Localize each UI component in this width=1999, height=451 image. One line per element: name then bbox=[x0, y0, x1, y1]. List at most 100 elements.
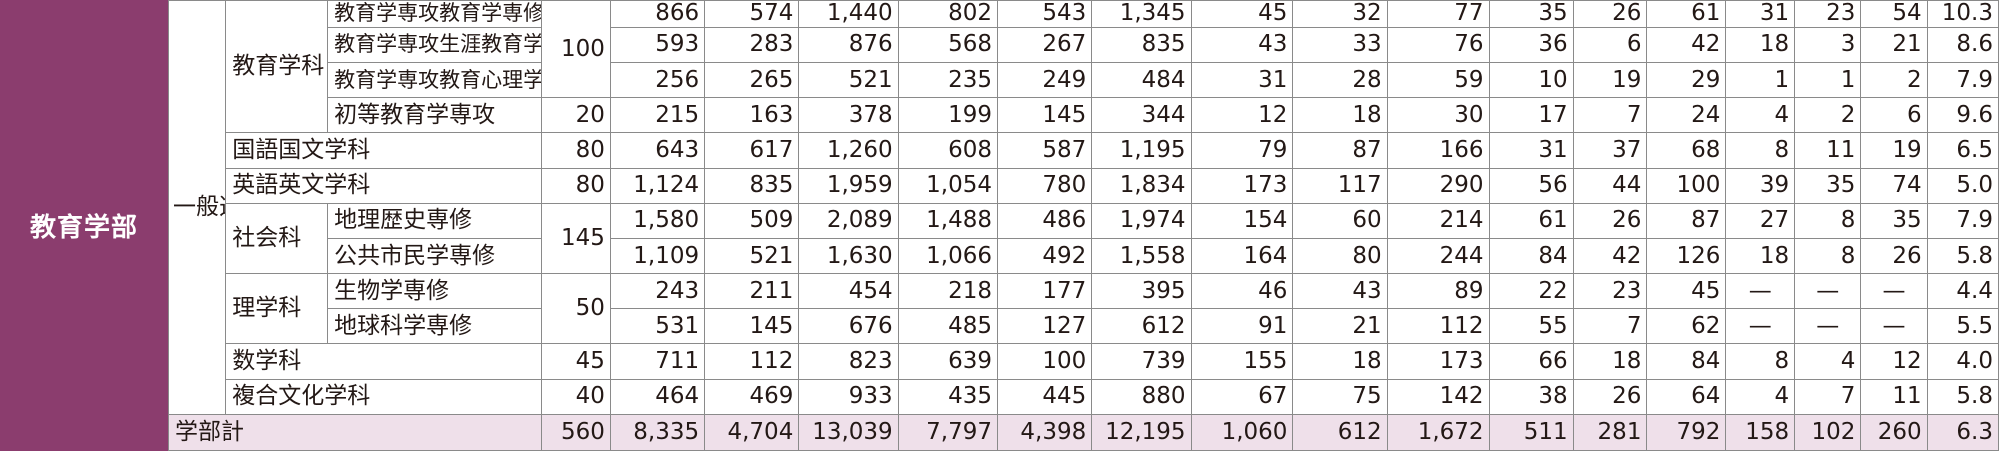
cell: 5.5 bbox=[1926, 308, 1999, 345]
total-capacity: 560 bbox=[541, 413, 611, 451]
cell: 23 bbox=[1794, 0, 1862, 28]
dept-name: 複合文化学科 bbox=[225, 378, 543, 415]
cell: 1,054 bbox=[897, 167, 999, 204]
cell: 933 bbox=[798, 378, 899, 415]
total-cell: 12,195 bbox=[1091, 413, 1192, 451]
total-cell: 281 bbox=[1572, 413, 1648, 451]
cell: 164 bbox=[1190, 237, 1294, 275]
cell: 608 bbox=[897, 132, 999, 169]
cell: 4 bbox=[1725, 378, 1796, 415]
cell: 126 bbox=[1646, 237, 1727, 275]
cell: 4 bbox=[1794, 343, 1862, 380]
cell: — bbox=[1794, 273, 1862, 310]
total-cell: 792 bbox=[1646, 413, 1727, 451]
cell: 521 bbox=[798, 62, 899, 99]
cell: 211 bbox=[704, 273, 800, 310]
cell: — bbox=[1860, 273, 1928, 310]
cell: 87 bbox=[1646, 202, 1727, 239]
cell: 19 bbox=[1860, 132, 1928, 169]
cell: 267 bbox=[996, 26, 1093, 64]
cell: 8 bbox=[1725, 132, 1796, 169]
capacity: 100 bbox=[541, 0, 611, 99]
cell: 780 bbox=[996, 167, 1093, 204]
cell: 8.6 bbox=[1926, 26, 1999, 64]
cell: 36 bbox=[1488, 26, 1574, 64]
cell: 68 bbox=[1646, 132, 1727, 169]
cell: 574 bbox=[704, 0, 800, 28]
cell: — bbox=[1725, 273, 1796, 310]
cell: 142 bbox=[1386, 378, 1490, 415]
cell: 4.4 bbox=[1926, 273, 1999, 310]
cell: 60 bbox=[1292, 202, 1388, 239]
cell: 45 bbox=[1190, 0, 1294, 28]
cell: 54 bbox=[1860, 0, 1928, 28]
cell: 283 bbox=[704, 26, 800, 64]
cell: 6.5 bbox=[1926, 132, 1999, 169]
table-row: 一般選抜 教育学科 教育学専攻教育学専修 100 866 574 1,440 8… bbox=[167, 0, 1999, 415]
cell: 1,834 bbox=[1091, 167, 1192, 204]
cell: 45 bbox=[1646, 273, 1727, 310]
table-row: 理学科 生物学専修 50 243 211 454 218 177 395 46 … bbox=[169, 273, 1999, 345]
cell: 1,959 bbox=[798, 167, 899, 204]
major-name: 地理歴史専修 bbox=[327, 202, 543, 239]
cell: 243 bbox=[609, 273, 706, 310]
cell: 1 bbox=[1794, 62, 1862, 99]
cell: 61 bbox=[1488, 202, 1574, 239]
cell: 89 bbox=[1386, 273, 1490, 310]
cell: 676 bbox=[798, 308, 899, 345]
cell: 12 bbox=[1860, 343, 1928, 380]
cell: 38 bbox=[1488, 378, 1574, 415]
cell: 27 bbox=[1725, 202, 1796, 239]
cell: 62 bbox=[1646, 308, 1727, 345]
cell: 74 bbox=[1860, 167, 1928, 204]
cell: 112 bbox=[1386, 308, 1490, 345]
cell: 5.8 bbox=[1926, 237, 1999, 275]
cell: 166 bbox=[1386, 132, 1490, 169]
cell: 2 bbox=[1860, 62, 1928, 99]
capacity: 80 bbox=[541, 167, 611, 204]
cell: 79 bbox=[1190, 132, 1294, 169]
cell: 395 bbox=[1091, 273, 1192, 310]
major-name: 生物学専修 bbox=[327, 273, 543, 310]
total-row: 学部計 560 8,335 4,704 13,039 7,797 4,398 1… bbox=[167, 413, 1999, 451]
table-row: 地球科学専修 531 145 676 485 127 612 91 21 112… bbox=[169, 308, 1999, 345]
cell: 127 bbox=[996, 308, 1093, 345]
cell: 154 bbox=[1190, 202, 1294, 239]
dept-name: 英語英文学科 bbox=[225, 167, 543, 204]
table-row: 数学科 45 711 112 823 639 100 739 155 18 17… bbox=[169, 343, 1999, 380]
major-name: 初等教育学専攻 bbox=[327, 97, 543, 134]
cell: 55 bbox=[1488, 308, 1574, 345]
cell: 33 bbox=[1292, 26, 1388, 64]
cell: 1,630 bbox=[798, 237, 899, 275]
cell: 61 bbox=[1646, 0, 1727, 28]
cell: 1,440 bbox=[798, 0, 899, 28]
cell: 67 bbox=[1190, 378, 1294, 415]
capacity: 145 bbox=[541, 202, 611, 275]
admissions-table: 一般選抜 教育学科 教育学専攻教育学専修 100 866 574 1,440 8… bbox=[167, 0, 1999, 451]
cell: 35 bbox=[1794, 167, 1862, 204]
cell: 1,066 bbox=[897, 237, 999, 275]
cell: 24 bbox=[1646, 97, 1727, 134]
cell: 30 bbox=[1386, 97, 1490, 134]
total-cell: 102 bbox=[1794, 413, 1862, 451]
cell: 7.9 bbox=[1926, 62, 1999, 99]
faculty-band bbox=[0, 0, 168, 451]
total-cell: 4,704 bbox=[704, 413, 800, 451]
cell: 12 bbox=[1190, 97, 1294, 134]
total-cell: 13,039 bbox=[798, 413, 899, 451]
cell: 639 bbox=[897, 343, 999, 380]
cell: 77 bbox=[1386, 0, 1490, 28]
cell: 265 bbox=[704, 62, 800, 99]
cell: 617 bbox=[704, 132, 800, 169]
cell: 880 bbox=[1091, 378, 1192, 415]
cell: 1,195 bbox=[1091, 132, 1192, 169]
cell: 2,089 bbox=[798, 202, 899, 239]
table-row: 国語国文学科 80 643 617 1,260 608 587 1,195 79… bbox=[169, 132, 1999, 169]
cell: 2 bbox=[1794, 97, 1862, 134]
cell: 1,488 bbox=[897, 202, 999, 239]
cell: 11 bbox=[1860, 378, 1928, 415]
table-row: 社会科 地理歴史専修 145 1,580 509 2,089 1,488 486… bbox=[169, 202, 1999, 275]
cell: 31 bbox=[1488, 132, 1574, 169]
faculty-label: 教育学部 bbox=[29, 213, 138, 243]
cell: 18 bbox=[1572, 343, 1648, 380]
